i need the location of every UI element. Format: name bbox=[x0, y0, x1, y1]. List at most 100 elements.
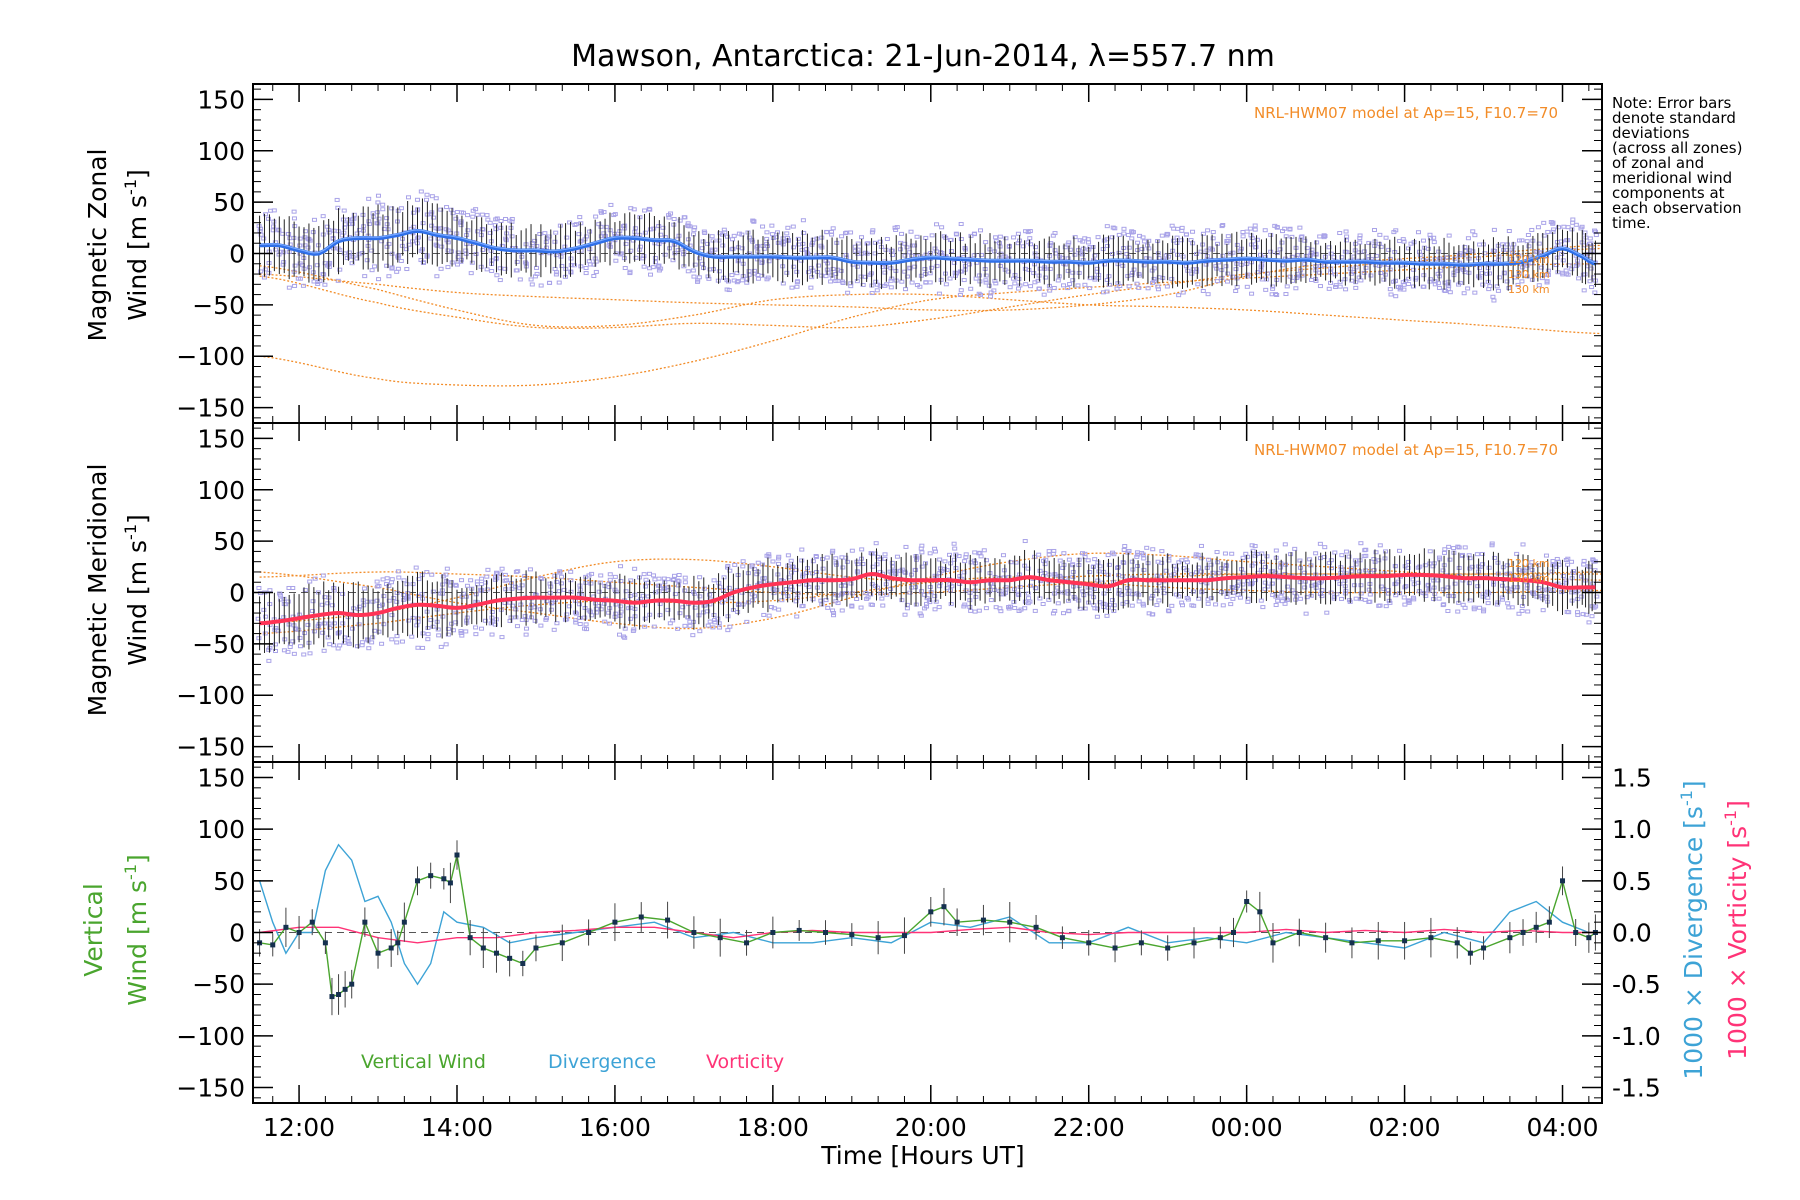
scatter-point bbox=[320, 630, 326, 635]
scatter-point bbox=[1556, 225, 1562, 230]
scatter-point bbox=[564, 612, 570, 617]
vertical-wind-point bbox=[1428, 935, 1434, 941]
scatter-point bbox=[1141, 567, 1147, 572]
scatter-point bbox=[470, 214, 476, 219]
scatter-point bbox=[598, 607, 604, 612]
vertical-wind-point bbox=[665, 917, 671, 923]
scatter-point bbox=[1324, 610, 1330, 615]
scatter-point bbox=[759, 562, 765, 567]
scatter-point bbox=[1119, 593, 1125, 598]
right-tick-label: -1.0 bbox=[1612, 1022, 1661, 1051]
scatter-point bbox=[583, 580, 589, 585]
scatter-point bbox=[1270, 286, 1276, 291]
scatter-point bbox=[870, 564, 876, 569]
scatter-point bbox=[1452, 256, 1458, 261]
scatter-point bbox=[612, 574, 618, 579]
scatter-point bbox=[744, 619, 750, 624]
scatter-point bbox=[922, 606, 928, 611]
scatter-point bbox=[262, 267, 268, 272]
scatter-point bbox=[420, 631, 426, 636]
scatter-point bbox=[281, 615, 287, 620]
vertical-wind-point bbox=[428, 873, 434, 879]
scatter-point bbox=[1166, 554, 1172, 559]
scatter-point bbox=[1396, 284, 1402, 289]
scatter-point bbox=[519, 254, 525, 259]
scatter-point bbox=[794, 614, 800, 619]
scatter-point bbox=[418, 189, 424, 194]
scatter-point bbox=[498, 225, 504, 230]
scatter-point bbox=[404, 582, 410, 587]
scatter-point bbox=[1400, 237, 1406, 242]
scatter-point bbox=[1529, 227, 1535, 232]
scatter-point bbox=[1061, 283, 1067, 288]
vertical-wind-point bbox=[309, 919, 315, 925]
scatter-point bbox=[740, 559, 746, 564]
scatter-point bbox=[833, 556, 839, 561]
scatter-point bbox=[1092, 557, 1098, 562]
scatter-point bbox=[534, 243, 540, 248]
scatter-point bbox=[1148, 596, 1154, 601]
scatter-point bbox=[746, 272, 752, 277]
scatter-point bbox=[1134, 564, 1140, 569]
x-axis-label: Time [Hours UT] bbox=[820, 1141, 1024, 1170]
meridional-ylabel-unit: Wind [m s bbox=[123, 540, 152, 666]
scatter-point bbox=[690, 268, 696, 273]
scatter-point bbox=[755, 276, 761, 281]
scatter-point bbox=[963, 555, 969, 560]
model-curve-2 bbox=[259, 571, 1603, 596]
scatter-point bbox=[418, 258, 424, 263]
scatter-point bbox=[460, 591, 466, 596]
scatter-point bbox=[795, 236, 801, 241]
scatter-point bbox=[1055, 585, 1061, 590]
scatter-point bbox=[1420, 590, 1426, 595]
scatter-point bbox=[764, 230, 770, 235]
scatter-point bbox=[633, 255, 639, 260]
scatter-point bbox=[577, 602, 583, 607]
scatter-point bbox=[934, 264, 940, 269]
scatter-point bbox=[1196, 565, 1202, 570]
scatter-point bbox=[493, 227, 499, 232]
scatter-point bbox=[1066, 609, 1072, 614]
scatter-point bbox=[1524, 565, 1530, 570]
y-tick-label: 50 bbox=[213, 188, 245, 217]
scatter-point bbox=[314, 263, 320, 268]
scatter-point bbox=[362, 274, 368, 279]
scatter-point bbox=[665, 607, 671, 612]
scatter-point bbox=[1011, 276, 1017, 281]
scatter-point bbox=[622, 635, 628, 640]
scatter-point bbox=[463, 251, 469, 256]
scatter-point bbox=[776, 554, 782, 559]
y-tick-label: 150 bbox=[197, 85, 245, 114]
scatter-point bbox=[1194, 251, 1200, 256]
scatter-point bbox=[527, 567, 533, 572]
scatter-point bbox=[261, 236, 267, 241]
scatter-point bbox=[951, 557, 957, 562]
scatter-point bbox=[448, 230, 454, 235]
scatter-point bbox=[724, 565, 730, 570]
scatter-point bbox=[1268, 232, 1274, 237]
scatter-point bbox=[1015, 591, 1021, 596]
scatter-point bbox=[1104, 278, 1110, 283]
scatter-point bbox=[794, 269, 800, 274]
scatter-point bbox=[868, 592, 874, 597]
scatter-point bbox=[1378, 244, 1384, 249]
scatter-point bbox=[1593, 604, 1599, 609]
scatter-point bbox=[795, 279, 801, 284]
scatter-point bbox=[651, 573, 657, 578]
scatter-point bbox=[618, 579, 624, 584]
scatter-point bbox=[808, 285, 814, 290]
scatter-point bbox=[1509, 256, 1515, 261]
scatter-point bbox=[1243, 551, 1249, 556]
scatter-point bbox=[552, 266, 558, 271]
scatter-point bbox=[675, 626, 681, 631]
scatter-point bbox=[458, 219, 464, 224]
scatter-point bbox=[1544, 272, 1550, 277]
scatter-point bbox=[818, 598, 824, 603]
scatter-point bbox=[557, 570, 563, 575]
scatter-point bbox=[458, 210, 464, 215]
scatter-point bbox=[1294, 272, 1300, 277]
scatter-point bbox=[1573, 222, 1579, 227]
scatter-point bbox=[867, 272, 873, 277]
scatter-point bbox=[1129, 236, 1135, 241]
scatter-point bbox=[263, 614, 269, 619]
